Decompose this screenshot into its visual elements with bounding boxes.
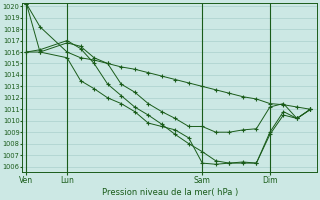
X-axis label: Pression niveau de la mer( hPa ): Pression niveau de la mer( hPa ) [102, 188, 238, 197]
